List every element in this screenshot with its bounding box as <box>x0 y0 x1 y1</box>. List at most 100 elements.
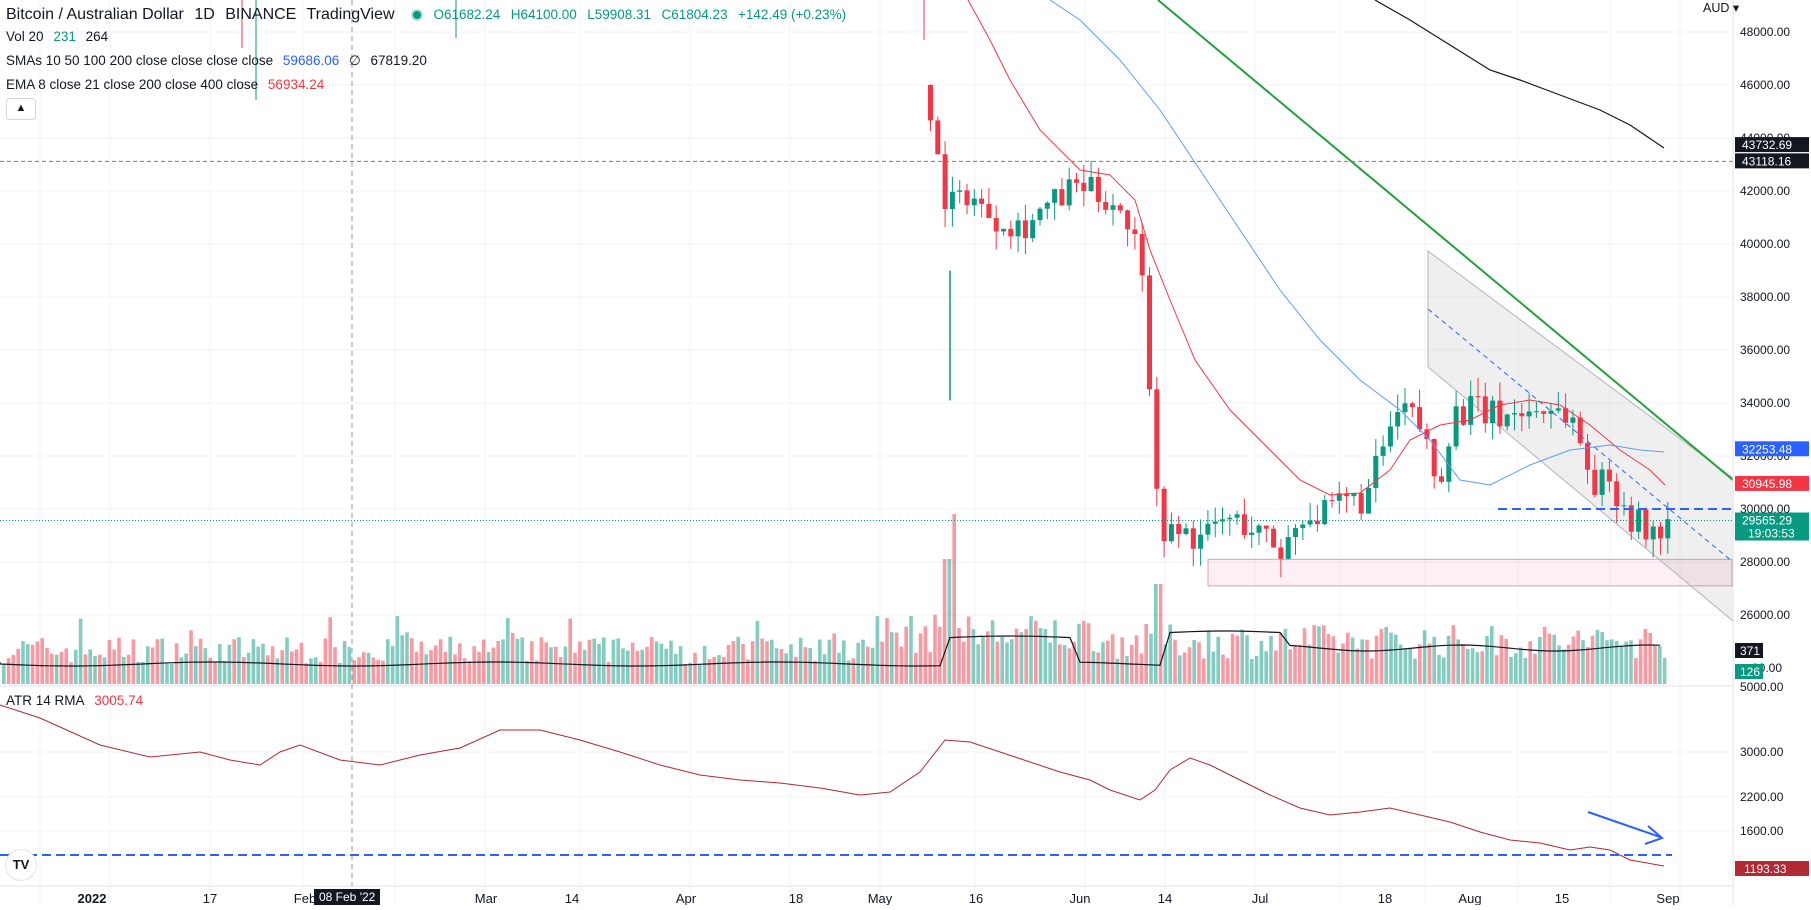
candle-body <box>1409 403 1415 408</box>
atr-legend[interactable]: ATR 14 RMA 3005.74 <box>6 693 149 708</box>
candle-body <box>1614 481 1620 507</box>
volume-bar <box>592 638 596 684</box>
volume-bar <box>1034 620 1038 684</box>
vol-value-1: 231 <box>53 29 76 44</box>
volume-bar <box>582 649 587 684</box>
volume-bar <box>1235 635 1240 684</box>
volume-bar <box>1590 635 1595 684</box>
volume-bar <box>122 656 126 684</box>
volume-bar <box>568 618 572 684</box>
collapse-legend-button[interactable]: ▲ <box>6 98 36 120</box>
volume-bar <box>83 654 88 684</box>
candle-body <box>1307 520 1313 525</box>
volume-bar <box>1288 649 1292 684</box>
currency-selector[interactable]: AUD ▾ <box>1703 0 1739 15</box>
volume-label: 371 <box>1740 644 1760 658</box>
candle-body <box>1241 514 1247 535</box>
candle-body <box>1665 519 1671 539</box>
volume-bar <box>875 616 880 684</box>
sma-legend[interactable]: SMAs 10 50 100 200 close close close clo… <box>6 53 433 69</box>
volume-bar <box>414 651 419 684</box>
volume-bar <box>635 650 640 684</box>
candle-body <box>1037 208 1043 221</box>
ohlc-high: H64100.00 <box>510 7 577 22</box>
volume-bar <box>429 650 433 684</box>
symbol-name[interactable]: Bitcoin / Australian Dollar <box>6 6 184 23</box>
candle-body <box>1468 396 1474 425</box>
volume-bar <box>554 646 558 684</box>
volume-bar <box>1278 632 1283 684</box>
volume-bar <box>222 660 227 684</box>
exchange: BINANCE <box>225 6 297 23</box>
candle-body <box>1205 523 1211 535</box>
volume-bar <box>467 661 472 684</box>
tradingview-logo-icon[interactable]: TV <box>6 850 36 880</box>
volume-bar <box>1259 640 1264 684</box>
volume-bar <box>270 646 275 684</box>
candle-body <box>971 198 977 206</box>
volume-bar <box>323 638 328 684</box>
candle-body <box>1249 532 1255 535</box>
volume-bar <box>1139 653 1144 684</box>
candle-body <box>1095 176 1101 202</box>
candle-body <box>1176 524 1182 534</box>
currency-label: AUD <box>1703 1 1730 15</box>
volume-bar <box>1067 648 1072 684</box>
volume-bar <box>1528 641 1532 684</box>
candle-body <box>1300 524 1306 529</box>
volume-bar <box>611 639 616 684</box>
candle-body <box>1008 228 1014 237</box>
price-label-bg <box>1735 153 1809 169</box>
volume-bar <box>1437 654 1441 684</box>
arrow-head-icon <box>1644 825 1664 845</box>
volume-bar <box>1211 651 1216 684</box>
volume-bar <box>1490 626 1494 684</box>
volume-bar <box>1086 623 1091 684</box>
candle-body <box>1139 234 1145 276</box>
volume-bar <box>1221 654 1225 684</box>
volume-bar <box>784 653 788 684</box>
volume-bar <box>1542 626 1547 684</box>
volume-bar <box>314 657 318 684</box>
volume-bar <box>362 652 366 684</box>
ohlc-low: L59908.31 <box>587 7 652 22</box>
volume-bar <box>515 638 520 684</box>
volume-bar <box>1384 626 1388 684</box>
volume-bar <box>318 661 323 684</box>
volume-bar <box>203 648 208 684</box>
volume-bar <box>1178 655 1182 684</box>
candle-body <box>1329 500 1335 502</box>
candle-body <box>1606 469 1612 482</box>
volume-bar <box>1518 647 1523 684</box>
price-tick-label: 42000.00 <box>1740 184 1790 198</box>
price-tick-label: 26000.00 <box>1740 608 1790 622</box>
interval[interactable]: 1D <box>194 6 215 23</box>
volume-bar <box>170 663 174 684</box>
volume-bar <box>16 648 20 684</box>
volume-bar <box>438 639 443 684</box>
candle-body <box>1110 205 1116 210</box>
candle-body <box>1497 400 1503 427</box>
candle-body <box>1168 524 1174 542</box>
candle-body <box>1599 469 1605 495</box>
candle-body <box>1512 413 1517 415</box>
candle-body <box>1592 469 1598 495</box>
volume-bar <box>894 632 899 684</box>
volume-bar <box>933 614 937 684</box>
volume-bar <box>386 639 390 684</box>
volume-bar <box>1206 630 1211 684</box>
volume-bar <box>98 654 102 684</box>
volume-bar <box>1403 648 1408 684</box>
volume-bar <box>242 657 246 684</box>
ema-legend[interactable]: EMA 8 close 21 close 200 close 400 close… <box>6 77 330 92</box>
volume-bar <box>1629 640 1633 684</box>
candle-body <box>1541 411 1547 414</box>
vol-legend[interactable]: Vol 20 231 264 <box>6 29 114 44</box>
volume-bar <box>890 632 894 684</box>
volume-bar <box>717 655 721 684</box>
sma-value-2: ∅ <box>349 53 361 68</box>
volume-bar <box>1370 658 1374 684</box>
volume-bar <box>822 654 827 684</box>
